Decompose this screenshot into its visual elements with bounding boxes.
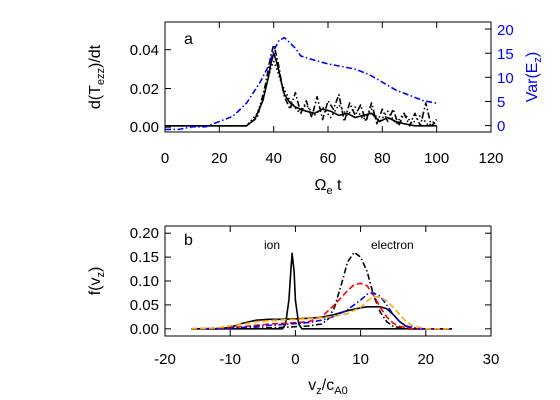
electron-annotation: electron	[371, 238, 414, 252]
ion-annotation: ion	[264, 238, 280, 252]
panel-b-series-line-2	[191, 251, 452, 330]
panel-a-x-ticks	[164, 22, 492, 132]
panel-b-series-line-1	[191, 306, 452, 330]
panel-b-x-tick-label: -20	[154, 351, 176, 368]
panel-b-x-axis-title-subscript: z	[316, 385, 322, 397]
panel-a-y-tick-label: 0.02	[130, 81, 159, 98]
panel-b-series-line-5	[191, 295, 452, 330]
panel-a-series-line-1	[165, 44, 438, 127]
panel-a-x-tick-labels: 0 20 40 60 80 100 120	[161, 150, 504, 167]
panel-a-y-tick-label: 0.00	[130, 119, 159, 136]
panel-a-y2-tick-label: 5	[497, 94, 505, 111]
panel-b-y-tick-label: 0.05	[130, 297, 159, 314]
panel-b-series-line-4	[191, 292, 452, 330]
panel-b-letter: b	[184, 232, 193, 249]
panel-a-y2-tick-label: 15	[497, 46, 514, 63]
panel-b-x-ticks	[164, 226, 492, 336]
panel-b-y-axis-title-subscript: z	[95, 272, 107, 278]
panel-a-x-tick-label: 0	[161, 150, 169, 167]
panel-b-x-tick-label: 10	[352, 351, 369, 368]
panel-b-y-tick-label: 0.15	[130, 249, 159, 266]
panel-a-frame	[164, 21, 492, 133]
panel-a-x-axis-title-suffix: t	[333, 177, 342, 194]
panel-b: -20 -10 0 10 20 30 0.00 0.05 0.10 0.15 0…	[87, 225, 499, 397]
panel-b-x-tick-label: 0	[291, 351, 299, 368]
panel-b-x-axis-title: vz/cA0	[308, 377, 347, 397]
panel-a-y-axis-title: d(Tezz)/dt	[87, 44, 107, 109]
panel-a-series-layer	[165, 36, 438, 131]
panel-b-y-tick-label: 0.20	[130, 225, 159, 242]
panel-b-x-tick-label: -10	[219, 351, 241, 368]
panel-b-series-layer	[191, 251, 452, 330]
panel-b-x-axis-title-subscript-2: A0	[334, 385, 347, 397]
panel-b-y-ticks	[165, 232, 491, 330]
panel-b-x-tick-label: 30	[483, 351, 500, 368]
panel-a-x-axis-title: Ωe t	[315, 177, 343, 197]
panel-a-series-line-3	[165, 36, 437, 131]
panel-a-letter: a	[184, 31, 193, 48]
panel-a-y2-tick-label: 0	[497, 118, 505, 135]
panel-a-x-tick-label: 40	[265, 150, 282, 167]
panel-b-y-tick-labels: 0.00 0.05 0.10 0.15 0.20	[130, 225, 159, 338]
panel-a-x-tick-label: 100	[424, 150, 449, 167]
panel-a-y-tick-labels: 0.00 0.02 0.04	[130, 42, 159, 136]
panel-a-y2-tick-label: 10	[497, 70, 514, 87]
panel-a: 0 20 40 60 80 100 120 0.00 0.02 0.04 0 5…	[87, 21, 544, 197]
panel-a-y2-tick-labels: 0 5 10 15 20	[497, 22, 514, 135]
panel-b-y-axis-title: f(vz)	[87, 267, 107, 296]
panel-a-y-axis-title-subscript: ezz	[95, 68, 107, 85]
panel-a-x-tick-label: 60	[320, 150, 337, 167]
panel-a-y2-tick-label: 20	[497, 22, 514, 39]
panel-b-series-line-3	[191, 282, 452, 330]
panel-a-y-axis-title-suffix: )/dt	[87, 44, 104, 68]
panel-a-x-axis-title-subscript: e	[326, 185, 332, 197]
panel-b-x-tick-labels: -20 -10 0 10 20 30	[154, 351, 499, 368]
panel-a-y2-axis-title-suffix: )	[524, 52, 541, 57]
panel-a-y2-axis-title: Var(Ez)	[524, 52, 544, 103]
panel-b-x-axis-title-slash: /c	[322, 377, 334, 394]
panel-b-x-tick-label: 20	[417, 351, 434, 368]
panel-b-y-tick-label: 0.00	[130, 321, 159, 338]
panel-a-y-ticks	[165, 28, 491, 128]
panel-a-x-tick-label: 20	[211, 150, 228, 167]
panel-b-y-tick-label: 0.10	[130, 273, 159, 290]
panel-b-y-axis-title-suffix: )	[87, 267, 104, 272]
panel-a-x-tick-label: 80	[374, 150, 391, 167]
panel-a-series-line-0	[165, 52, 437, 127]
panel-a-y2-axis-title-subscript: z	[532, 57, 544, 63]
panel-a-y-tick-label: 0.04	[130, 42, 159, 59]
panel-a-x-tick-label: 120	[478, 150, 503, 167]
